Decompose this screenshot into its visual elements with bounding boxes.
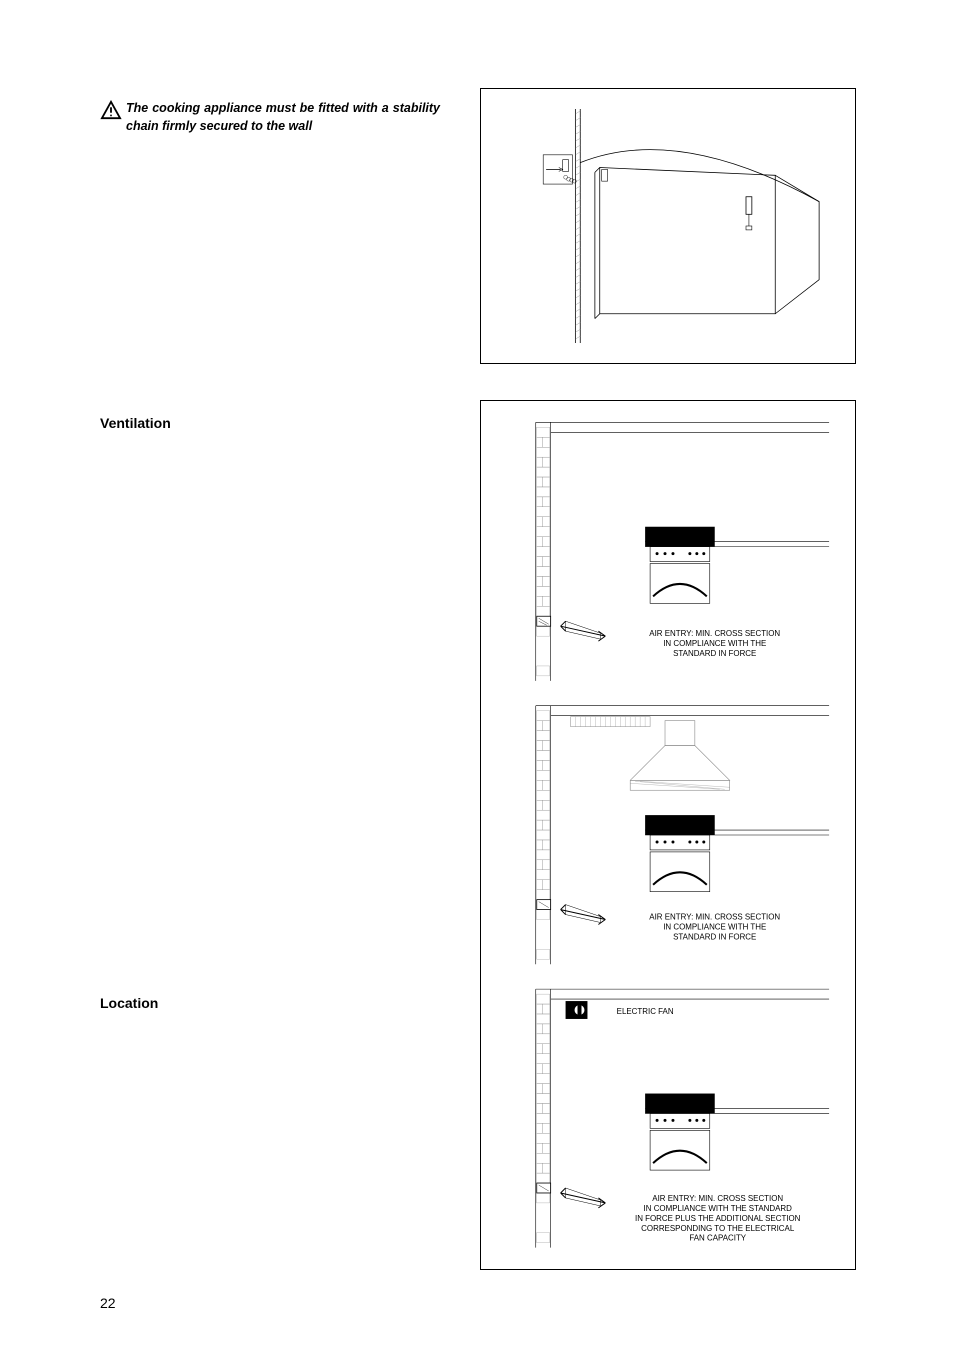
location-heading: Location	[100, 995, 158, 1011]
warning-triangle-icon	[100, 100, 122, 120]
stability-chain-figure	[480, 88, 856, 364]
svg-text:IN FORCE PLUS THE ADDITIONAL S: IN FORCE PLUS THE ADDITIONAL SECTION	[635, 1214, 801, 1223]
svg-text:STANDARD IN FORCE: STANDARD IN FORCE	[673, 932, 756, 941]
ventilation-figure: AIR ENTRY: MIN. CROSS SECTION IN COMPLIA…	[480, 400, 856, 1270]
svg-text:FAN CAPACITY: FAN CAPACITY	[689, 1234, 746, 1243]
svg-text:IN COMPLIANCE WITH THE: IN COMPLIANCE WITH THE	[663, 639, 766, 648]
svg-text:ELECTRIC FAN: ELECTRIC FAN	[617, 1007, 674, 1016]
svg-text:AIR ENTRY: MIN. CROSS SECTION: AIR ENTRY: MIN. CROSS SECTION	[649, 913, 780, 922]
svg-text:STANDARD IN FORCE: STANDARD IN FORCE	[673, 649, 756, 658]
svg-text:CORRESPONDING TO THE ELECTRICA: CORRESPONDING TO THE ELECTRICAL	[641, 1224, 795, 1233]
svg-text:IN COMPLIANCE WITH THE STANDAR: IN COMPLIANCE WITH THE STANDARD	[644, 1204, 793, 1213]
svg-text:IN COMPLIANCE WITH THE: IN COMPLIANCE WITH THE	[663, 922, 766, 931]
ventilation-heading: Ventilation	[100, 415, 171, 431]
svg-text:AIR ENTRY: MIN. CROSS SECTION: AIR ENTRY: MIN. CROSS SECTION	[652, 1194, 783, 1203]
page-number: 22	[100, 1295, 116, 1311]
svg-text:AIR ENTRY: MIN. CROSS SECTION: AIR ENTRY: MIN. CROSS SECTION	[649, 629, 780, 638]
warning-text: The cooking appliance must be fitted wit…	[126, 100, 440, 135]
warning-block: The cooking appliance must be fitted wit…	[100, 100, 440, 135]
